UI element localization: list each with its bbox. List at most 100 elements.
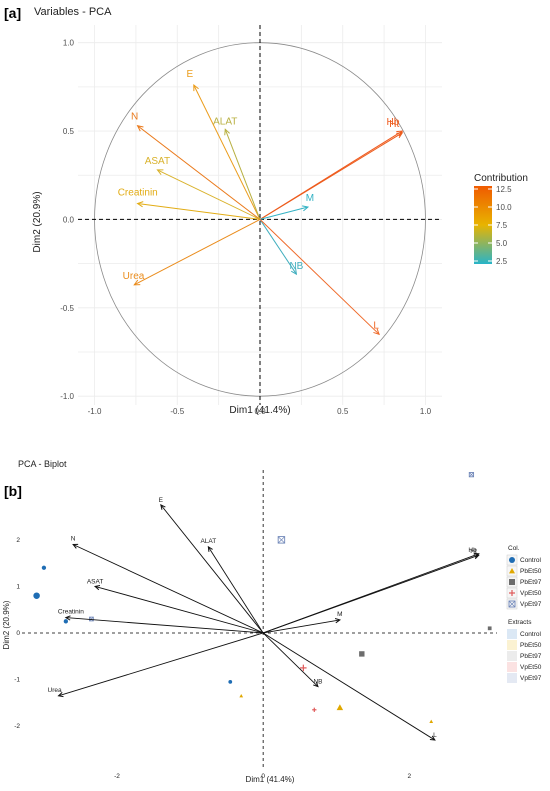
- variable-label-hb: Hb: [468, 547, 477, 554]
- arrow-m: [259, 206, 309, 220]
- arrow-asat: [94, 585, 264, 634]
- arrow-l: [262, 632, 436, 741]
- point-vpet97-d2: [89, 616, 94, 622]
- arrowhead-m: [302, 205, 310, 212]
- point-vpet50: [300, 664, 307, 672]
- panel-b-ylabel: Dim2 (20.9%): [2, 600, 11, 649]
- legend-col-title: Col.: [508, 545, 520, 552]
- arrow-creatinin: [65, 617, 264, 634]
- legend-extracts-key-pbet97: [507, 651, 517, 661]
- point-vpet97: [277, 536, 286, 544]
- y-tick-label: 0.0: [63, 215, 75, 224]
- legend-col-symbol-control: [509, 557, 515, 563]
- legend-colorbar: [474, 186, 492, 264]
- variable-label-e: E: [159, 497, 164, 504]
- x-tick-label: 1.0: [420, 407, 432, 416]
- panel-a: [a] Variables - PCA Dim1 (41.4%) Dim2 (2…: [4, 5, 528, 416]
- arrow-urea: [134, 218, 261, 286]
- point-control: [63, 619, 68, 624]
- y-tick-label: -1.0: [60, 392, 74, 401]
- legend-tick-label: 7.5: [496, 221, 508, 230]
- legend-col-symbol-pbet50: [509, 568, 515, 574]
- x-tick-label: -1.0: [88, 407, 102, 416]
- arrow-n: [72, 544, 264, 634]
- legend-col-symbol-vpet97: [508, 600, 516, 608]
- point-vpet97-d2: [277, 536, 285, 544]
- arrow-ht: [263, 554, 479, 634]
- legend-col-label: PbEt50: [520, 568, 542, 575]
- point-pbet50: [429, 719, 434, 723]
- x-tick-label: 0.0: [254, 407, 266, 416]
- arrowhead-urea: [133, 279, 141, 286]
- legend-col-label: VpEt50: [520, 590, 542, 597]
- arrow-ht: [259, 132, 403, 220]
- arrow-urea: [58, 632, 264, 697]
- legend-tick-label: 5.0: [496, 239, 508, 248]
- variable-label-nb: NB: [313, 679, 322, 686]
- x-tick-label: 2: [407, 773, 411, 780]
- panel-b: PCA - Biplot [b] Dim1 (41.4%) Dim2 (20.9…: [2, 459, 542, 784]
- variable-label-l: L: [433, 732, 437, 739]
- variable-label-ht: Ht: [470, 548, 477, 555]
- legend-col-symbol-vpet97-d2: [508, 600, 516, 608]
- panel-b-xlabel: Dim1 (41.4%): [246, 775, 295, 784]
- x-tick-label: 0.5: [337, 407, 349, 416]
- contribution-legend: Contribution 12.5 10.0 7.5 5.0 2.5: [474, 173, 528, 266]
- panel-a-label: [a]: [4, 5, 21, 21]
- point-control: [33, 592, 40, 599]
- point-control: [228, 679, 233, 684]
- arrowhead-alat: [224, 128, 230, 136]
- legend-col-label: Control: [520, 557, 542, 564]
- legend-col-symbol-vpet50: [509, 590, 515, 596]
- y-tick-label: 0.5: [63, 127, 75, 136]
- variable-label-hb: Hb: [386, 117, 399, 128]
- y-tick-label: -0.5: [60, 304, 74, 313]
- arrow-nb: [259, 219, 297, 275]
- point-vpet97: [468, 472, 475, 478]
- legend-extracts-key-vpet50: [507, 662, 517, 672]
- legend-col-symbol-vpet97-box: [508, 600, 516, 608]
- variable-label-asat: ASAT: [87, 578, 104, 585]
- point-pbet97: [487, 626, 492, 631]
- arrowhead-nb: [313, 681, 319, 688]
- point-vpet50: [312, 707, 317, 712]
- arrow-creatinin: [137, 203, 261, 220]
- arrowhead-e: [193, 84, 199, 92]
- legend-extracts-title: Extracts: [508, 619, 532, 626]
- arrowhead-n: [72, 543, 79, 549]
- variable-label-urea: Urea: [123, 271, 145, 282]
- variable-label-n: N: [71, 536, 76, 543]
- arrow-alat: [224, 129, 261, 220]
- point-control: [41, 565, 47, 570]
- legend-extracts-label: PbEt50: [520, 642, 542, 649]
- y-tick-label: -1: [14, 677, 20, 684]
- point-pbet50: [239, 693, 244, 698]
- y-tick-label: 1: [16, 583, 20, 590]
- variable-label-urea: Urea: [48, 687, 62, 694]
- legend-tick-label: 2.5: [496, 257, 508, 266]
- legend-extracts-key-pbet50: [507, 640, 517, 650]
- arrowhead-creatinin: [64, 615, 71, 621]
- legend-extracts-label: PbEt97: [520, 653, 542, 660]
- y-tick-label: 0: [16, 630, 20, 637]
- arrowhead-nb: [290, 268, 298, 276]
- variable-label-m: M: [337, 611, 342, 618]
- legend-tick-label: 12.5: [496, 185, 512, 194]
- x-tick-label: -2: [114, 773, 120, 780]
- arrowhead-creatinin: [136, 201, 144, 208]
- arrowhead-asat: [156, 169, 164, 175]
- variable-label-m: M: [306, 193, 314, 204]
- arrowhead-asat: [93, 585, 101, 591]
- arrowhead-m: [334, 618, 342, 624]
- variable-label-l: L: [373, 320, 379, 331]
- arrowhead-ht: [396, 132, 404, 139]
- arrowhead-alat: [207, 545, 213, 552]
- legend-col-label: VpEt97: [520, 601, 542, 608]
- point-vpet97-d2: [469, 472, 474, 478]
- y-tick-label: 2: [16, 537, 20, 544]
- arrow-asat: [157, 169, 261, 220]
- arrowhead-n: [136, 125, 144, 132]
- panel-b-title: PCA - Biplot: [18, 459, 67, 469]
- arrow-e: [160, 504, 264, 634]
